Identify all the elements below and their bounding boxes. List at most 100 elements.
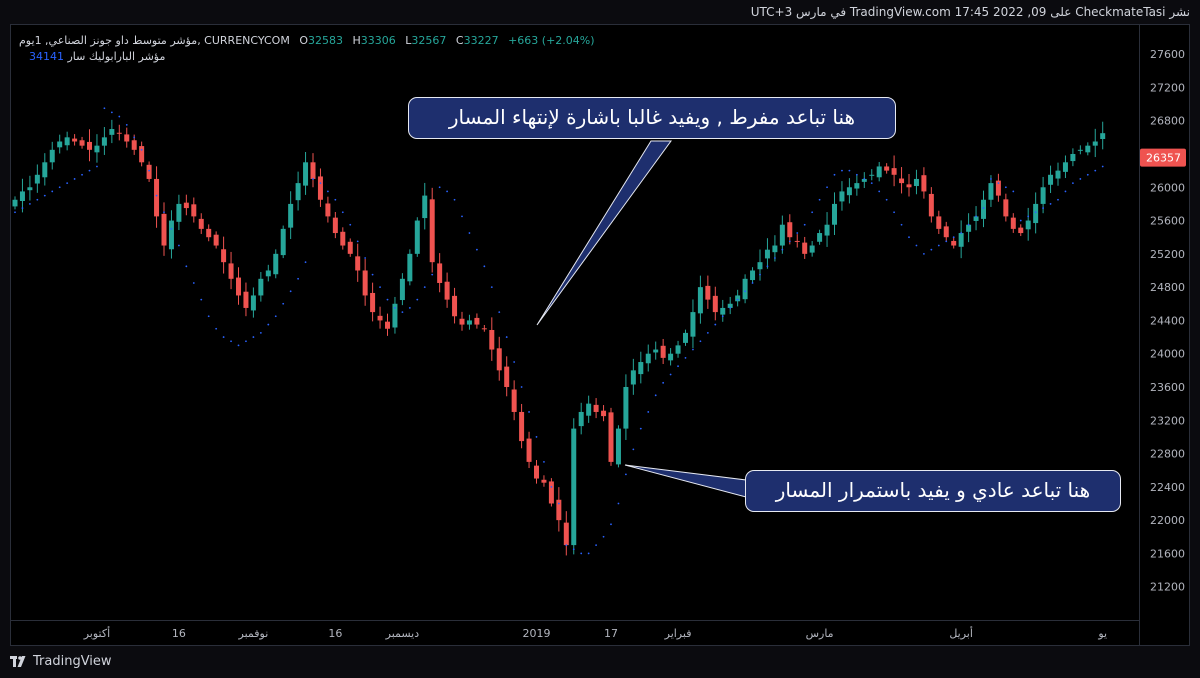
psar-dot bbox=[721, 315, 724, 318]
psar-dot bbox=[781, 248, 784, 251]
time-tick-label: 16 bbox=[328, 627, 342, 640]
low-value: 32567 bbox=[411, 34, 447, 47]
candle-body bbox=[675, 345, 681, 354]
psar-dot bbox=[826, 186, 828, 189]
change-value: +663 (+2.04%) bbox=[508, 34, 595, 47]
psar-dot bbox=[699, 340, 702, 343]
psar-dot bbox=[125, 123, 128, 126]
psar-dot bbox=[364, 257, 367, 259]
psar-dot bbox=[133, 136, 136, 139]
candle-body bbox=[764, 249, 770, 259]
psar-dot bbox=[900, 223, 903, 226]
psar-value: 34141 bbox=[29, 50, 64, 63]
candle-body bbox=[735, 295, 741, 302]
psar-dot bbox=[893, 211, 895, 214]
psar-dot bbox=[528, 411, 530, 413]
candle-body bbox=[243, 291, 249, 308]
psar-dot bbox=[1086, 173, 1089, 176]
candle-body bbox=[720, 307, 726, 315]
psar-dot bbox=[58, 186, 61, 189]
candle-body bbox=[154, 178, 160, 217]
time-tick-label: 17 bbox=[604, 627, 618, 640]
candle-body bbox=[347, 241, 353, 254]
candle-body bbox=[34, 174, 40, 184]
psar-dot bbox=[36, 198, 39, 201]
psar-dot bbox=[408, 307, 411, 309]
tradingview-logo[interactable]: TradingView bbox=[10, 654, 112, 669]
psar-dot bbox=[1057, 198, 1059, 201]
psar-label[interactable]: مؤشر البارابوليك سار bbox=[67, 50, 166, 63]
candle-body bbox=[139, 146, 145, 163]
candle-body bbox=[489, 329, 495, 350]
psar-dot bbox=[282, 302, 285, 305]
close-label: C bbox=[455, 34, 464, 47]
psar-dot bbox=[632, 448, 635, 451]
low-label: L bbox=[405, 34, 412, 47]
candle-body bbox=[72, 138, 78, 142]
close-value: 33227 bbox=[463, 34, 499, 47]
price-tick-label: 22400 bbox=[1150, 481, 1185, 494]
psar-dot bbox=[945, 240, 948, 243]
psar-dot bbox=[88, 169, 91, 172]
psar-dot bbox=[103, 107, 106, 110]
price-tick-label: 21600 bbox=[1150, 547, 1185, 560]
symbol-name[interactable]: مؤشر متوسط داو جونز الصناعي, 1يوم, CURRE… bbox=[19, 34, 290, 47]
psar-dot bbox=[766, 265, 769, 268]
candle-body bbox=[27, 187, 33, 191]
plot-area[interactable] bbox=[11, 25, 1139, 620]
candle-body bbox=[1003, 199, 1009, 217]
price-tick-label: 25200 bbox=[1150, 248, 1185, 261]
candle-body bbox=[1025, 220, 1031, 230]
psar-dot bbox=[669, 373, 672, 376]
psar-dot bbox=[1072, 182, 1074, 185]
candle-body bbox=[161, 213, 167, 246]
candle-body bbox=[988, 183, 994, 200]
psar-dot bbox=[252, 336, 255, 338]
psar-dot bbox=[498, 311, 501, 313]
psar-dot bbox=[1064, 190, 1067, 193]
psar-dot bbox=[245, 340, 247, 343]
psar-dot bbox=[543, 460, 545, 463]
candle-body bbox=[556, 499, 562, 521]
time-axis[interactable]: أكتوبر 16 نوفمبر 16 ديسمبر 2019 17 فبراير مارس أب… bbox=[11, 620, 1139, 645]
price-axis[interactable]: 21200 21600 22000 22400 22800 23200 23600 24000… bbox=[1139, 25, 1189, 645]
psar-dot bbox=[1012, 190, 1015, 193]
callout-excessive-divergence[interactable]: هنا تباعد مفرط , ويفيد غالبا باشارة لإنت… bbox=[408, 97, 896, 139]
psar-dot bbox=[468, 232, 471, 234]
candle-body bbox=[690, 312, 696, 337]
psar-dot bbox=[692, 348, 694, 351]
psar-dot bbox=[930, 248, 933, 251]
psar-dot bbox=[230, 340, 232, 343]
psar-dot bbox=[200, 298, 203, 301]
candlestick-chart[interactable] bbox=[11, 25, 1139, 620]
candle-body bbox=[750, 270, 756, 281]
psar-dot bbox=[259, 332, 262, 334]
candle-body bbox=[496, 348, 502, 371]
candle-body bbox=[273, 253, 279, 275]
candle-body bbox=[809, 245, 815, 253]
candle-body bbox=[1010, 217, 1016, 229]
psar-dot bbox=[855, 173, 858, 176]
psar-dot bbox=[401, 311, 404, 313]
psar-dot bbox=[438, 186, 441, 189]
psar-dot bbox=[416, 298, 419, 301]
candle-body bbox=[146, 164, 152, 179]
tradingview-logo-icon bbox=[10, 655, 28, 668]
psar-dot bbox=[788, 240, 791, 243]
time-tick-label: يو bbox=[1097, 627, 1107, 640]
psar-dot bbox=[997, 182, 1000, 185]
time-tick-label: ديسمبر bbox=[385, 627, 420, 640]
candle-body bbox=[712, 295, 718, 313]
high-value: 33306 bbox=[360, 34, 396, 47]
psar-dot bbox=[1027, 215, 1030, 218]
tradingview-brand: TradingView bbox=[33, 654, 112, 669]
price-tick-label: 21200 bbox=[1150, 581, 1185, 594]
candle-body bbox=[906, 184, 912, 188]
psar-dot bbox=[602, 535, 605, 538]
psar-dot bbox=[110, 111, 113, 114]
psar-dot bbox=[572, 548, 575, 551]
callout-normal-divergence[interactable]: هنا تباعد عادي و يفيد باستمرار المسار bbox=[745, 470, 1121, 512]
candle-body bbox=[958, 233, 964, 247]
candle-body bbox=[913, 178, 919, 187]
psar-dot bbox=[341, 211, 344, 214]
